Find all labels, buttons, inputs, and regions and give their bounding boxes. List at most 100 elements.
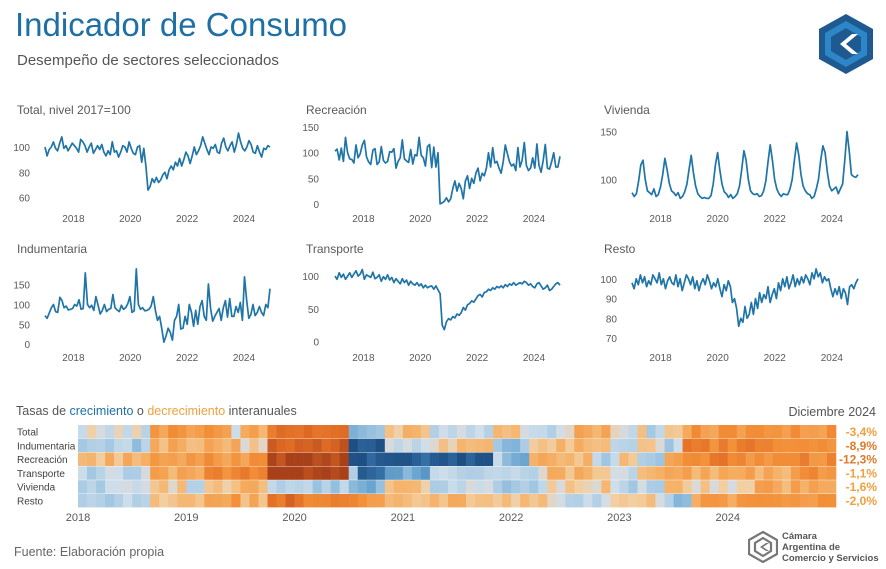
heatmap-cell (565, 466, 575, 480)
heatmap-cell (150, 438, 160, 453)
heatmap-cell (520, 494, 530, 508)
heatmap-cell (565, 480, 575, 494)
heatmap-cell (267, 480, 277, 494)
heatmap-cell (781, 438, 792, 453)
heatmap-cell (799, 480, 810, 494)
heatmap-cell (339, 438, 350, 453)
heatmap-cell (195, 438, 205, 453)
heatmap-cell (808, 452, 819, 466)
heatmap-cell (826, 452, 837, 466)
heatmap-cell (384, 480, 395, 494)
heatmap-cell (745, 466, 756, 480)
heatmap-cell (583, 466, 593, 480)
heatmap-title-growth: crecimiento (69, 404, 134, 418)
heatmap-cell (601, 425, 611, 439)
heatmap-cell (601, 494, 611, 508)
heatmap-cell (718, 425, 729, 439)
heatmap-cell (538, 494, 548, 508)
heatmap-cell (267, 425, 277, 439)
heatmap-cell (258, 480, 268, 494)
heatmap-cell (808, 425, 819, 439)
heatmap-cell (438, 452, 449, 466)
heatmap-cell (484, 494, 494, 508)
heatmap-cell (258, 438, 268, 453)
heatmap-cell (628, 480, 638, 494)
heatmap-title: Tasas de crecimiento o decrecimiento int… (16, 404, 297, 418)
heatmap-cell (213, 494, 223, 508)
heatmap-cell (727, 480, 738, 494)
heatmap-cell (700, 425, 710, 439)
heatmap-cell (637, 466, 647, 480)
heatmap-cell (745, 480, 756, 494)
heatmap-cell (475, 480, 485, 494)
heatmap-cell (411, 438, 422, 453)
heatmap-cell (285, 466, 295, 480)
heatmap-cell (159, 452, 169, 466)
heatmap-cell (249, 480, 259, 494)
heatmap-cell (619, 452, 629, 466)
y-tick-label: 50 (308, 174, 320, 185)
heatmap-cell (339, 425, 350, 439)
heatmap-cell (610, 438, 620, 453)
heatmap-cell (312, 425, 322, 439)
heatmap-cell (240, 494, 250, 508)
heatmap-cell (123, 452, 133, 466)
heatmap-cell (664, 494, 674, 508)
heatmap-cell (375, 466, 386, 480)
heatmap-cell (285, 438, 295, 453)
heatmap-title-decline: decrecimiento (147, 404, 226, 418)
heatmap-x-tick-label: 2019 (174, 512, 198, 524)
heatmap-cell (186, 438, 196, 453)
heatmap-cell (709, 438, 719, 453)
x-tick-label: 2020 (409, 214, 432, 225)
heatmap-cell (447, 438, 458, 453)
heatmap-cell (529, 452, 539, 466)
heatmap-cell (520, 438, 530, 453)
y-tick-label: 150 (600, 128, 617, 139)
heatmap-cell (114, 466, 124, 480)
heatmap-cell (285, 425, 295, 439)
series-line (334, 136, 561, 205)
heatmap-cell (429, 480, 440, 494)
heatmap-cell (240, 425, 250, 439)
heatmap-cell (159, 438, 169, 453)
heatmap-cell (114, 425, 124, 439)
y-tick-label: 100 (600, 175, 617, 186)
heatmap-cell (384, 466, 395, 480)
heatmap-cell (826, 494, 837, 508)
heatmap-cell (592, 466, 602, 480)
heatmap-cell (718, 466, 729, 480)
heatmap-cell (231, 425, 241, 439)
heatmap-cell (610, 425, 620, 439)
heatmap-cell (420, 452, 431, 466)
heatmap-cell (276, 466, 286, 480)
heatmap-cell (691, 466, 701, 480)
heatmap-cell (682, 480, 692, 494)
heatmap-cell (808, 438, 819, 453)
heatmap-cell (366, 466, 377, 480)
heatmap-cell (727, 452, 738, 466)
heatmap-cell (754, 452, 765, 466)
heatmap-cell (745, 425, 756, 439)
x-tick-label: 2022 (466, 353, 489, 364)
heatmap-cell (772, 466, 783, 480)
heatmap-cell (402, 494, 413, 508)
heatmap-cell (420, 438, 431, 453)
heatmap-cell (700, 452, 710, 466)
heatmap-cell (484, 438, 494, 453)
heatmap-cell (538, 480, 548, 494)
heatmap-title-middle: o (133, 404, 148, 418)
heatmap-cell (159, 480, 169, 494)
heatmap-cell (673, 466, 683, 480)
heatmap-cell (132, 425, 142, 439)
heatmap-cell (402, 452, 413, 466)
heatmap-cell (150, 494, 160, 508)
y-tick-label: 50 (19, 320, 31, 331)
heatmap-cell (664, 452, 674, 466)
heatmap-cell (718, 480, 729, 494)
heatmap-cell (411, 452, 422, 466)
y-tick-label: 100 (302, 272, 319, 283)
heatmap-cell (222, 425, 232, 439)
heatmap-cell (231, 466, 241, 480)
heatmap-cell (655, 452, 665, 466)
